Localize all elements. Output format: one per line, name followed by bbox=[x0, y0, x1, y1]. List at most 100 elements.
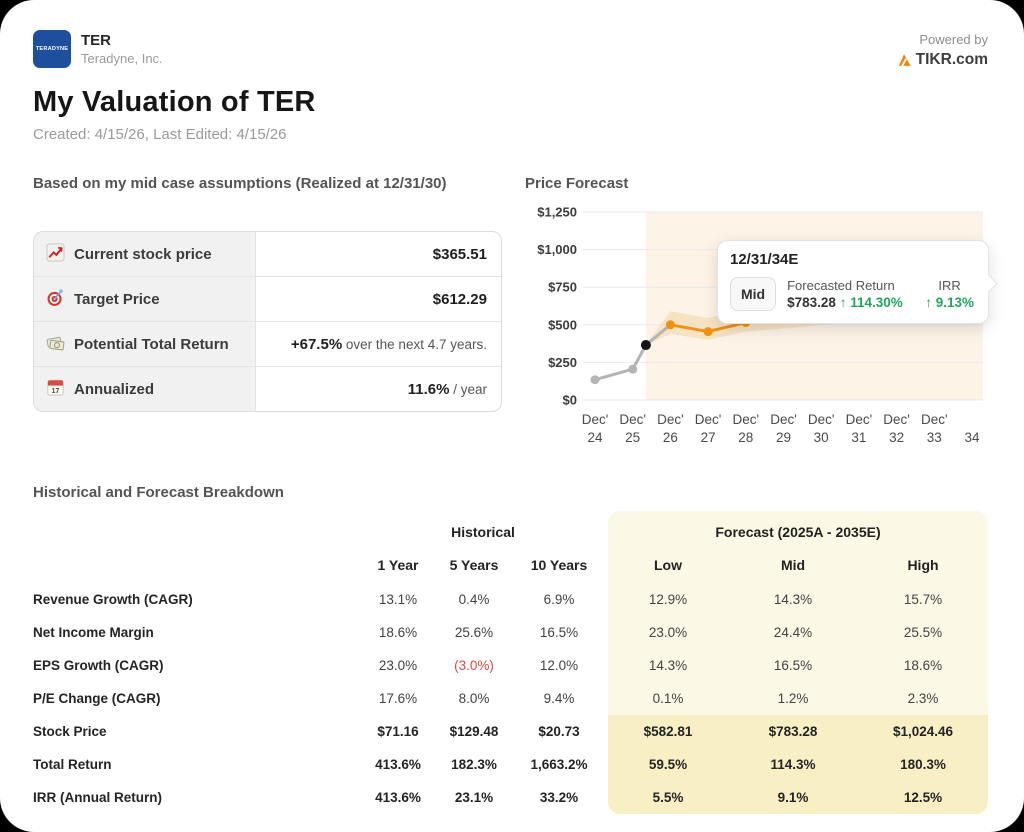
summary-row: Current stock price $365.51 bbox=[34, 232, 501, 277]
svg-text:28: 28 bbox=[738, 430, 753, 445]
historical-column-header: 1 Year bbox=[377, 557, 419, 573]
forecast-value: 14.3% bbox=[648, 658, 688, 673]
forecast-value: 180.3% bbox=[900, 757, 946, 772]
stock-chart-icon bbox=[46, 242, 65, 266]
tooltip-case-badge: Mid bbox=[730, 277, 777, 311]
svg-text:26: 26 bbox=[663, 430, 678, 445]
breakdown-forecast-panel: Forecast (2025A - 2035E) Low Mid High 12.9% 1… bbox=[608, 511, 988, 814]
chart-canvas[interactable]: $0 $250 $500 $750 $1,000 $1,250 Dec' 24 Dec' 25 De… bbox=[521, 196, 999, 458]
historical-value: 9.4% bbox=[543, 691, 575, 706]
svg-text:Dec': Dec' bbox=[619, 412, 646, 427]
summary-row: Target Price $612.29 bbox=[34, 277, 501, 322]
svg-text:$750: $750 bbox=[548, 280, 577, 295]
svg-text:34: 34 bbox=[964, 430, 980, 445]
svg-text:31: 31 bbox=[851, 430, 866, 445]
historical-value: 13.1% bbox=[378, 592, 418, 607]
historical-value: 6.9% bbox=[543, 592, 575, 607]
historical-value: 23.1% bbox=[454, 790, 494, 805]
forecast-value: $1,024.46 bbox=[892, 724, 954, 739]
historical-value: 12.0% bbox=[539, 658, 579, 673]
summary-row-value: +67.5% over the next 4.7 years. bbox=[290, 335, 487, 353]
summary-row: 17 Annualized 11.6% / year bbox=[34, 367, 501, 411]
historical-value: $71.16 bbox=[377, 724, 419, 739]
row-label: EPS Growth (CAGR) bbox=[33, 658, 164, 673]
tikr-logo-icon bbox=[898, 54, 911, 67]
teradyne-logo: TERADYNE bbox=[33, 30, 71, 68]
row-label: Net Income Margin bbox=[33, 625, 154, 640]
forecast-value: 23.0% bbox=[648, 625, 688, 640]
historical-value: 0.4% bbox=[458, 592, 490, 607]
forecast-value: 18.6% bbox=[903, 658, 943, 673]
forecast-row: 23.0% 24.4% 25.5% bbox=[608, 616, 988, 649]
historical-column-header: 10 Years bbox=[530, 557, 588, 573]
teradyne-logo-text: TERADYNE bbox=[35, 46, 69, 52]
forecast-value: 5.5% bbox=[652, 790, 684, 805]
historical-value: 25.6% bbox=[454, 625, 494, 640]
breakdown-heading: Historical and Forecast Breakdown bbox=[33, 484, 284, 501]
historical-value: 1,663.2% bbox=[530, 757, 588, 772]
svg-text:Dec': Dec' bbox=[921, 412, 948, 427]
tikr-brand-link[interactable]: TIKR.com bbox=[896, 51, 988, 69]
historical-value: 413.6% bbox=[375, 790, 421, 805]
row-label: Stock Price bbox=[33, 724, 107, 739]
historical-value: 18.6% bbox=[378, 625, 418, 640]
forecast-column-header: Mid bbox=[780, 557, 806, 573]
forecast-value: $582.81 bbox=[643, 724, 693, 739]
forecast-value: 25.5% bbox=[903, 625, 943, 640]
summary-row-label: Current stock price bbox=[74, 245, 212, 263]
forecast-value: 24.4% bbox=[773, 625, 813, 640]
summary-row: Potential Total Return +67.5% over the ne… bbox=[34, 322, 501, 367]
historical-value: $129.48 bbox=[449, 724, 499, 739]
forecast-value: 59.5% bbox=[648, 757, 688, 772]
svg-text:Dec': Dec' bbox=[770, 412, 797, 427]
row-label: P/E Change (CAGR) bbox=[33, 691, 161, 706]
forecast-value: 16.5% bbox=[773, 658, 813, 673]
svg-text:$0: $0 bbox=[563, 393, 577, 408]
forecast-value: 0.1% bbox=[652, 691, 684, 706]
svg-text:30: 30 bbox=[814, 430, 829, 445]
tooltip-return-label: Forecasted Return bbox=[787, 278, 895, 293]
svg-text:Dec': Dec' bbox=[695, 412, 722, 427]
historical-value: 16.5% bbox=[539, 625, 579, 640]
historical-value: 182.3% bbox=[451, 757, 497, 772]
company-name: Teradyne, Inc. bbox=[81, 50, 163, 66]
forecast-value: 114.3% bbox=[770, 757, 816, 772]
target-icon bbox=[46, 288, 65, 311]
historical-value: 17.6% bbox=[378, 691, 418, 706]
forecast-value: 14.3% bbox=[773, 592, 813, 607]
page-subtitle: Created: 4/15/26, Last Edited: 4/15/26 bbox=[33, 126, 287, 143]
historical-title: Historical bbox=[451, 524, 515, 540]
forecast-title: Forecast (2025A - 2035E) bbox=[715, 524, 881, 540]
row-label: IRR (Annual Return) bbox=[33, 790, 162, 805]
svg-text:$1,000: $1,000 bbox=[537, 242, 577, 257]
breakdown-historical-grid: Historical 1 Year 5 Years 10 Years Revenue G… bbox=[33, 511, 608, 814]
svg-text:27: 27 bbox=[701, 430, 716, 445]
svg-text:Dec': Dec' bbox=[657, 412, 684, 427]
svg-text:24: 24 bbox=[587, 430, 603, 445]
forecast-row: 0.1% 1.2% 2.3% bbox=[608, 682, 988, 715]
svg-text:Dec': Dec' bbox=[846, 412, 873, 427]
summary-row-value: $612.29 bbox=[432, 290, 487, 308]
svg-text:$500: $500 bbox=[548, 317, 577, 332]
forecast-row: 14.3% 16.5% 18.6% bbox=[608, 649, 988, 682]
svg-text:32: 32 bbox=[889, 430, 904, 445]
money-icon bbox=[46, 333, 65, 356]
forecast-value: 12.9% bbox=[648, 592, 688, 607]
svg-text:Dec': Dec' bbox=[883, 412, 910, 427]
ticker-symbol: TER bbox=[81, 32, 111, 50]
tooltip-return-value: $783.28 ↑ 114.30% bbox=[787, 295, 903, 310]
historical-value: 33.2% bbox=[539, 790, 579, 805]
tooltip-irr-label: IRR bbox=[938, 278, 961, 293]
forecast-row: 5.5% 9.1% 12.5% bbox=[608, 781, 988, 814]
breakdown-table: Historical 1 Year 5 Years 10 Years Revenue G… bbox=[33, 511, 988, 814]
row-label: Total Return bbox=[33, 757, 112, 772]
powered-by-label: Powered by bbox=[919, 32, 988, 47]
svg-text:Dec': Dec' bbox=[733, 412, 760, 427]
tooltip-irr-value: ↑ 9.13% bbox=[925, 295, 974, 310]
svg-text:17: 17 bbox=[52, 387, 60, 395]
summary-heading: Based on my mid case assumptions (Realiz… bbox=[33, 175, 447, 192]
historical-column-header: 5 Years bbox=[449, 557, 499, 573]
forecast-row: 12.9% 14.3% 15.7% bbox=[608, 583, 988, 616]
svg-text:Dec': Dec' bbox=[582, 412, 609, 427]
row-label: Revenue Growth (CAGR) bbox=[33, 592, 193, 607]
